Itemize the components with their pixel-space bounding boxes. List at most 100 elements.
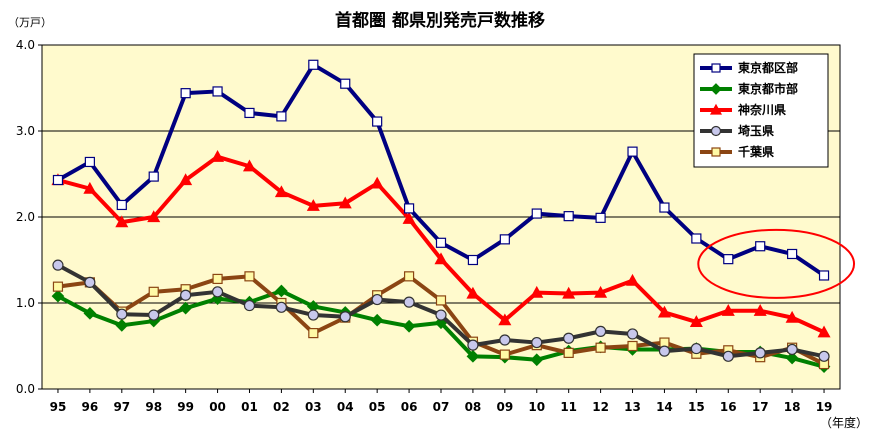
x-tick-label: 01 xyxy=(241,400,258,414)
data-point xyxy=(242,159,256,172)
x-tick-label: 05 xyxy=(369,400,386,414)
x-axis: 95 96 97 98 99 00 01 02 03 04 05 06 07 08 09 10 11 12 13 14… xyxy=(50,389,832,414)
data-point xyxy=(338,196,352,209)
data-point xyxy=(562,286,576,299)
series-layer xyxy=(51,59,831,373)
data-point xyxy=(626,273,640,286)
x-tick-label: 14 xyxy=(656,400,673,414)
x-tick-label: 99 xyxy=(177,400,194,414)
x-tick-label: 12 xyxy=(592,400,609,414)
x-tick-label: 08 xyxy=(465,400,482,414)
series-2 xyxy=(51,150,831,338)
highlight-ellipse xyxy=(697,228,856,299)
data-point xyxy=(530,353,544,367)
data-point xyxy=(754,347,766,359)
data-point xyxy=(721,303,735,316)
data-point xyxy=(84,156,95,168)
data-point xyxy=(403,296,415,308)
data-point xyxy=(274,185,288,198)
data-point xyxy=(275,284,288,298)
data-point xyxy=(244,271,255,282)
data-point xyxy=(212,273,223,285)
data-point xyxy=(466,286,480,299)
data-point xyxy=(434,252,448,265)
data-point xyxy=(276,111,287,122)
data-point xyxy=(339,311,351,323)
series-3 xyxy=(52,259,830,362)
x-tick-label: 06 xyxy=(401,400,418,414)
data-point xyxy=(753,303,767,316)
data-point xyxy=(83,181,97,194)
y-axis: 0.0 1.0 2.0 3.0 4.0 xyxy=(16,38,42,396)
data-point xyxy=(563,347,574,358)
legend-marker xyxy=(709,103,723,115)
data-point xyxy=(371,293,383,306)
data-point xyxy=(659,202,670,213)
legend-marker xyxy=(711,63,721,73)
data-point xyxy=(785,310,799,323)
x-tick-label: 15 xyxy=(688,400,705,414)
data-point xyxy=(435,309,447,321)
data-point xyxy=(402,319,416,333)
data-point xyxy=(723,254,734,265)
data-point xyxy=(116,199,127,211)
data-point xyxy=(627,146,638,157)
data-point xyxy=(786,343,798,356)
x-tick-label: 07 xyxy=(433,400,450,414)
data-point xyxy=(563,332,575,344)
data-point xyxy=(689,315,703,328)
data-point xyxy=(531,336,543,349)
legend-label: 千葉県 xyxy=(738,144,774,159)
y-tick-label: 0.0 xyxy=(16,382,35,396)
data-point xyxy=(275,301,287,313)
x-tick-label: 03 xyxy=(305,400,322,414)
data-point xyxy=(308,59,319,70)
legend-label: 東京都市部 xyxy=(738,81,798,96)
data-point xyxy=(435,295,447,306)
data-point xyxy=(657,305,671,318)
y-tick-label: 2.0 xyxy=(16,210,35,224)
x-tick-label: 97 xyxy=(113,400,130,414)
data-point xyxy=(308,328,319,339)
data-point xyxy=(211,286,224,298)
chart-title: 首都圏 都県別発売戸数推移 xyxy=(335,11,545,31)
data-point xyxy=(691,233,702,244)
data-point xyxy=(755,241,766,252)
data-point xyxy=(52,259,64,271)
series-0 xyxy=(52,59,830,281)
y-tick-label: 3.0 xyxy=(16,124,35,138)
data-point xyxy=(179,173,193,186)
data-point xyxy=(467,254,479,266)
data-point xyxy=(626,328,639,340)
data-point xyxy=(115,319,129,332)
data-point xyxy=(116,308,128,320)
data-point xyxy=(179,301,192,315)
data-point xyxy=(467,339,479,351)
data-point xyxy=(52,281,64,292)
data-point xyxy=(787,248,798,260)
data-point xyxy=(722,350,734,362)
data-point xyxy=(180,88,191,99)
x-tick-label: 04 xyxy=(337,400,354,414)
data-point xyxy=(306,199,320,211)
data-point xyxy=(402,211,416,224)
x-tick-label: 02 xyxy=(273,400,290,414)
data-point xyxy=(531,208,542,219)
data-point xyxy=(148,171,159,182)
data-point xyxy=(83,306,97,320)
data-point xyxy=(817,325,831,338)
data-point xyxy=(594,325,607,337)
data-point xyxy=(211,150,225,162)
x-tick-label: 17 xyxy=(752,400,769,414)
data-point xyxy=(563,211,574,222)
data-point xyxy=(148,286,159,297)
data-point xyxy=(594,285,608,298)
data-point xyxy=(84,276,96,288)
data-point xyxy=(403,271,415,282)
y-tick-label: 4.0 xyxy=(16,38,35,52)
data-point xyxy=(785,351,799,365)
data-point xyxy=(180,289,192,301)
data-point xyxy=(51,289,65,303)
